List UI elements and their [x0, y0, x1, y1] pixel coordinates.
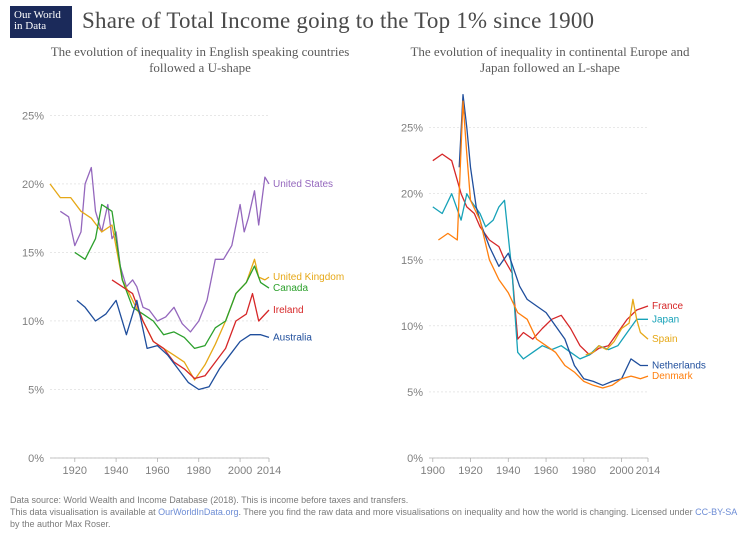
- svg-text:20%: 20%: [22, 179, 44, 191]
- series-label-spain: Spain: [652, 334, 678, 345]
- svg-text:5%: 5%: [407, 387, 423, 399]
- svg-text:2000: 2000: [609, 465, 633, 477]
- charts-svg: 0%5%10%15%20%25%192019401960198020002014…: [10, 78, 740, 488]
- series-france: [433, 154, 648, 355]
- svg-text:0%: 0%: [407, 453, 423, 465]
- series-label-netherlands: Netherlands: [652, 361, 706, 372]
- series-label-united-states: United States: [273, 179, 333, 190]
- series-denmark: [438, 101, 648, 388]
- subtitle-left: The evolution of inequality in English s…: [50, 44, 350, 76]
- series-united-states: [60, 168, 269, 332]
- svg-text:1900: 1900: [421, 465, 445, 477]
- series-label-france: France: [652, 301, 684, 312]
- chart-page: Our World in Data Share of Total Income …: [0, 0, 750, 536]
- page-title: Share of Total Income going to the Top 1…: [82, 8, 594, 34]
- svg-text:1980: 1980: [187, 465, 211, 477]
- series-label-ireland: Ireland: [273, 305, 304, 316]
- svg-text:10%: 10%: [401, 321, 423, 333]
- svg-text:1960: 1960: [534, 465, 558, 477]
- svg-text:1920: 1920: [458, 465, 482, 477]
- svg-text:15%: 15%: [401, 255, 423, 267]
- svg-text:0%: 0%: [28, 453, 44, 465]
- series-japan: [433, 194, 648, 359]
- svg-text:1980: 1980: [572, 465, 596, 477]
- svg-text:25%: 25%: [22, 110, 44, 122]
- svg-text:1940: 1940: [104, 465, 128, 477]
- footer-line2: This data visualisation is available at …: [10, 506, 740, 530]
- svg-text:2014: 2014: [636, 465, 660, 477]
- svg-text:10%: 10%: [22, 316, 44, 328]
- series-ireland: [112, 280, 269, 379]
- series-canada: [75, 205, 269, 349]
- logo-line2: in Data: [14, 20, 46, 32]
- series-label-united-kingdom: United Kingdom: [273, 272, 344, 283]
- footer-link-license[interactable]: CC-BY-SA: [695, 507, 737, 517]
- svg-text:5%: 5%: [28, 384, 44, 396]
- svg-text:15%: 15%: [22, 247, 44, 259]
- panel-continental: 0% 5% 10% 15% 20% 25% 1900 1920 1940 1960 1980 2000…: [401, 95, 706, 477]
- footer-line1: Data source: World Wealth and Income Dat…: [10, 494, 740, 506]
- svg-text:1940: 1940: [496, 465, 520, 477]
- subtitle-right: The evolution of inequality in continent…: [400, 44, 700, 76]
- svg-text:25%: 25%: [401, 123, 423, 135]
- owid-logo: Our World in Data: [10, 6, 72, 38]
- svg-text:2014: 2014: [257, 465, 281, 477]
- footer: Data source: World Wealth and Income Dat…: [10, 494, 740, 530]
- footer-link-owid[interactable]: OurWorldInData.org: [158, 507, 238, 517]
- panel-english: 0% 5% 10% 15% 20% 25% 1920 1940 1960 1980 2000 2014…: [22, 110, 344, 477]
- svg-text:1960: 1960: [145, 465, 169, 477]
- series-australia: [77, 300, 269, 389]
- series-netherlands: [459, 95, 648, 386]
- svg-text:2000: 2000: [228, 465, 252, 477]
- series-label-australia: Australia: [273, 332, 312, 343]
- svg-text:20%: 20%: [401, 189, 423, 201]
- svg-text:1920: 1920: [63, 465, 87, 477]
- series-united-kingdom: [50, 184, 269, 380]
- series-label-canada: Canada: [273, 283, 308, 294]
- series-label-japan: Japan: [652, 314, 679, 325]
- series-label-denmark: Denmark: [652, 371, 694, 382]
